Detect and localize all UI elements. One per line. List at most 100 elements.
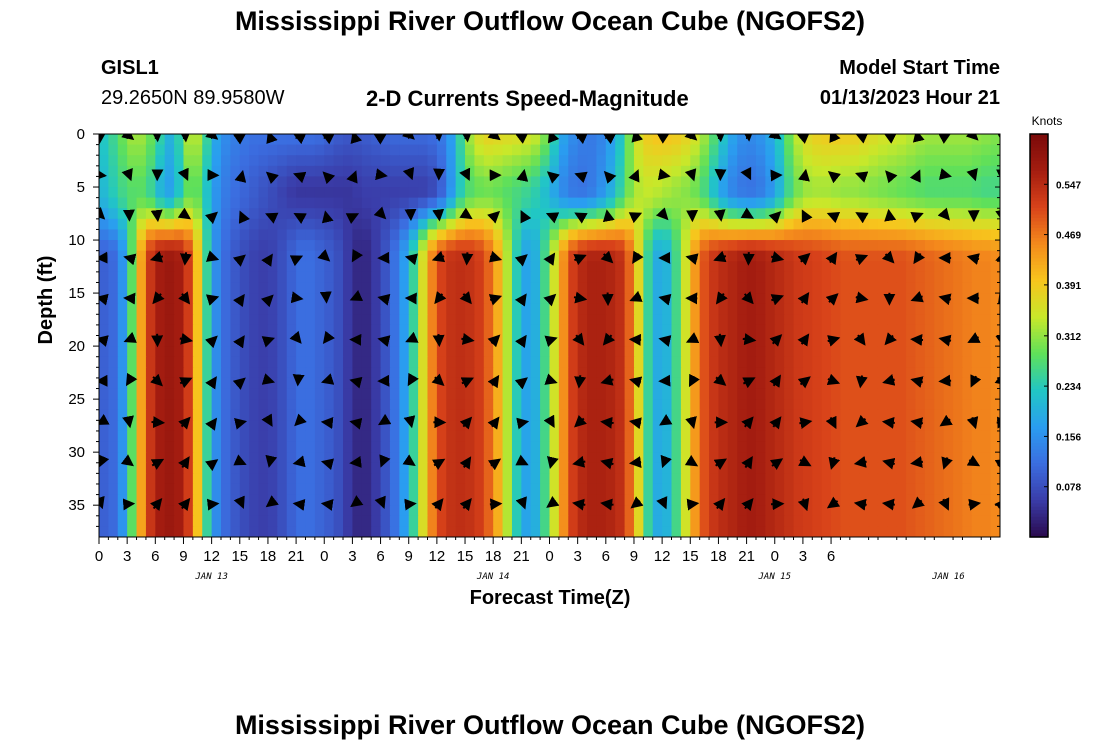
current-arrow — [769, 374, 781, 388]
heatmap-cell — [483, 473, 494, 485]
heatmap-cell — [305, 409, 316, 421]
heatmap-cell — [267, 218, 278, 231]
heatmap-cell — [474, 505, 485, 517]
heatmap-cell — [868, 420, 879, 432]
heatmap-cell — [474, 271, 485, 284]
heatmap-cell — [352, 271, 363, 284]
heatmap-cell — [117, 271, 128, 284]
heatmap-cell — [633, 324, 644, 337]
heatmap-cell — [192, 388, 203, 400]
heatmap-cell — [436, 367, 447, 379]
heatmap-cell — [868, 430, 879, 443]
heatmap-cell — [230, 261, 241, 273]
heatmap-cell — [389, 515, 400, 527]
heatmap-cell — [924, 303, 935, 315]
heatmap-cell — [136, 420, 147, 432]
heatmap-cell — [296, 526, 307, 537]
heatmap-cell — [652, 377, 663, 390]
heatmap-cell — [286, 229, 297, 241]
heatmap-cell — [483, 240, 494, 252]
heatmap-cell — [755, 293, 766, 305]
heatmap-cell — [521, 324, 532, 337]
heatmap-cell — [155, 324, 166, 337]
current-arrow — [233, 454, 247, 466]
current-arrow — [688, 373, 700, 388]
heatmap-cell — [709, 165, 720, 178]
heatmap-cell — [953, 261, 964, 273]
heatmap-cell — [117, 473, 128, 485]
heatmap-cell — [333, 134, 344, 146]
heatmap-cell — [258, 271, 269, 284]
heatmap-cell — [465, 483, 476, 496]
heatmap-cell — [305, 526, 316, 537]
heatmap-cell — [624, 452, 635, 464]
x-tick-label: 3 — [573, 548, 581, 565]
heatmap-cell — [727, 420, 738, 432]
heatmap-cell — [249, 409, 260, 421]
heatmap-cell — [174, 282, 185, 294]
heatmap-cell — [671, 462, 682, 474]
heatmap-cell — [540, 187, 551, 199]
heatmap-cell — [249, 314, 260, 326]
heatmap-cell — [755, 187, 766, 199]
heatmap-cell — [943, 356, 954, 368]
current-arrow — [233, 495, 245, 509]
heatmap-cell — [868, 452, 879, 464]
heatmap-cell — [840, 462, 851, 474]
heatmap-cell — [343, 187, 354, 199]
heatmap-cell — [380, 399, 391, 411]
heatmap-cell — [877, 314, 888, 326]
heatmap-cell — [615, 462, 626, 474]
heatmap-cell — [427, 420, 438, 432]
colorbar-swatch — [1030, 436, 1048, 441]
heatmap-cell — [343, 452, 354, 464]
heatmap-cell — [399, 240, 410, 252]
heatmap-cell — [305, 240, 316, 252]
heatmap-cell — [549, 356, 560, 368]
heatmap-cell — [296, 505, 307, 517]
heatmap-cell — [511, 271, 522, 284]
heatmap-cell — [615, 409, 626, 421]
heatmap-cell — [296, 462, 307, 474]
heatmap-cell — [418, 430, 429, 443]
heatmap-cell — [981, 218, 992, 231]
heatmap-cell — [324, 388, 335, 400]
heatmap-cell — [868, 208, 879, 220]
heatmap-cell — [540, 282, 551, 294]
heatmap-cell — [502, 240, 513, 252]
heatmap-cell — [314, 271, 325, 284]
heatmap-cell — [662, 346, 673, 358]
heatmap-cell — [436, 462, 447, 474]
heatmap-cell — [934, 505, 945, 517]
heatmap-cell — [727, 250, 738, 262]
heatmap-cell — [286, 197, 297, 209]
heatmap-cell — [699, 155, 710, 167]
heatmap-cell — [633, 526, 644, 537]
heatmap-cell — [530, 494, 541, 506]
heatmap-cell — [821, 134, 832, 146]
heatmap-cell — [136, 335, 147, 347]
heatmap-cell — [558, 240, 569, 252]
current-arrow — [149, 250, 164, 263]
heatmap-cell — [643, 218, 654, 231]
heatmap-cell — [352, 187, 363, 199]
heatmap-cell — [793, 187, 804, 199]
heatmap-cell — [699, 441, 710, 453]
heatmap-cell — [314, 483, 325, 496]
heatmap-cell — [164, 282, 175, 294]
heatmap-cell — [568, 346, 579, 358]
heatmap-cell — [812, 197, 823, 209]
heatmap-cell — [962, 441, 973, 453]
heatmap-cell — [108, 197, 119, 209]
heatmap-cell — [230, 250, 241, 262]
heatmap-cell — [211, 229, 222, 241]
heatmap-cell — [389, 218, 400, 231]
heatmap-cell — [596, 441, 607, 453]
heatmap-cell — [267, 187, 278, 199]
heatmap-cell — [314, 430, 325, 443]
heatmap-cell — [258, 430, 269, 443]
heatmap-cell — [436, 176, 447, 188]
heatmap-cell — [99, 229, 109, 241]
heatmap-cell — [812, 282, 823, 294]
heatmap-cell — [849, 452, 860, 464]
